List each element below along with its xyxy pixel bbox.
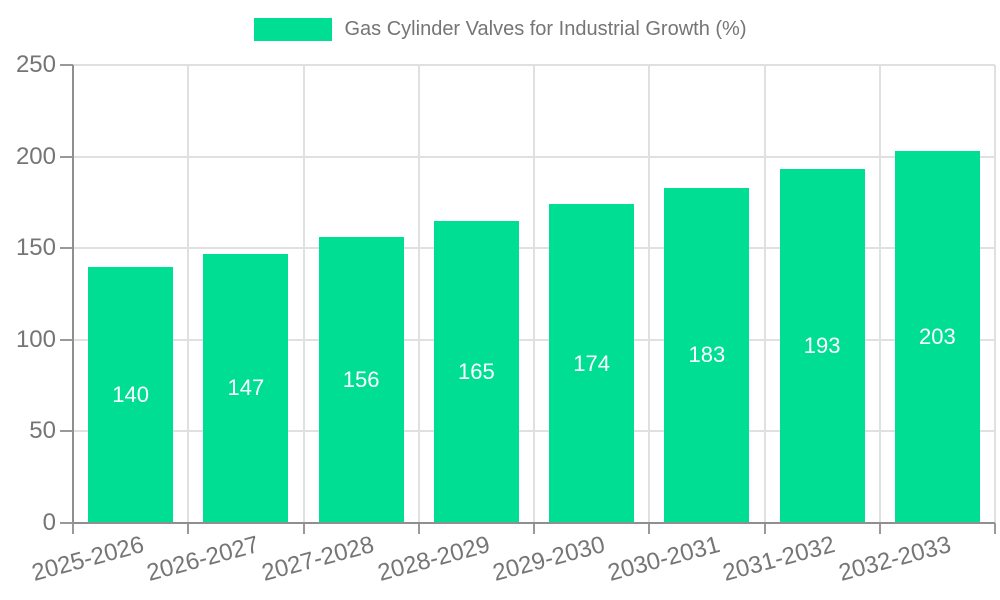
x-axis-tick [763, 523, 766, 534]
v-gridline [763, 65, 766, 523]
x-axis-line [73, 522, 995, 524]
x-axis-tick-label: 2025-2026 [28, 531, 147, 587]
y-axis-tick [60, 155, 73, 158]
x-axis-tick [72, 523, 74, 534]
y-axis-tick [60, 522, 73, 524]
x-axis-tick [187, 523, 190, 534]
y-axis-tick-label: 250 [15, 51, 56, 78]
v-gridline [878, 65, 881, 523]
bar[interactable]: 156 [318, 237, 404, 523]
plot-area: 140 147 156 165 174 183 193 203 [60, 64, 996, 534]
v-gridline [648, 65, 651, 523]
x-axis-tick [878, 523, 881, 534]
y-axis-tick-label: 200 [15, 142, 56, 170]
bar-value-label: 193 [803, 333, 841, 359]
bar-value-label: 165 [458, 358, 495, 384]
legend[interactable]: Gas Cylinder Valves for Industrial Growt… [0, 14, 1000, 44]
bar[interactable]: 165 [433, 220, 519, 523]
x-axis-tick-label: 2030-2031 [605, 531, 723, 587]
y-axis-tick [60, 430, 73, 433]
y-axis-tick [60, 247, 73, 250]
x-axis-tick-label: 2026-2027 [144, 531, 262, 587]
bar-value-label: 174 [573, 350, 610, 376]
x-axis-tick [417, 523, 420, 534]
y-axis-tick-label: 100 [15, 325, 56, 353]
x-axis-tick-label: 2028-2029 [374, 531, 493, 587]
bar[interactable]: 174 [549, 204, 635, 523]
bar[interactable]: 203 [894, 151, 980, 523]
x-axis-tick-label: 2029-2030 [489, 531, 608, 587]
v-gridline [533, 65, 535, 523]
bar[interactable]: 147 [203, 253, 289, 523]
y-axis-tick [60, 338, 73, 341]
bar-value-label: 140 [112, 381, 149, 407]
x-axis-tick [994, 523, 996, 534]
v-gridline [417, 65, 420, 523]
x-axis-tick-label: 2032-2033 [835, 531, 954, 587]
bar-value-label: 203 [919, 324, 956, 350]
bar[interactable]: 183 [664, 187, 750, 523]
v-gridline [302, 65, 305, 523]
x-axis-tick [533, 523, 535, 534]
y-axis-tick-label: 50 [29, 417, 56, 445]
bar[interactable]: 140 [88, 266, 174, 523]
y-axis-tick-label: 150 [15, 234, 56, 262]
x-axis-tick [648, 523, 651, 534]
bar[interactable]: 193 [779, 169, 865, 523]
v-gridline [187, 65, 190, 523]
x-axis-tick-label: 2031-2032 [720, 531, 839, 587]
x-axis-tick-label: 2027-2028 [259, 531, 378, 587]
legend-label: Gas Cylinder Valves for Industrial Growt… [344, 17, 747, 40]
bar-value-label: 147 [227, 375, 265, 401]
y-axis-tick-label: 0 [42, 509, 56, 536]
y-axis-line [72, 65, 74, 523]
legend-swatch-icon [253, 17, 332, 41]
x-axis-tick [302, 523, 305, 534]
bar-value-label: 156 [342, 367, 380, 393]
v-gridline [994, 65, 996, 523]
y-axis-tick [60, 64, 73, 66]
bar-value-label: 183 [688, 342, 726, 368]
